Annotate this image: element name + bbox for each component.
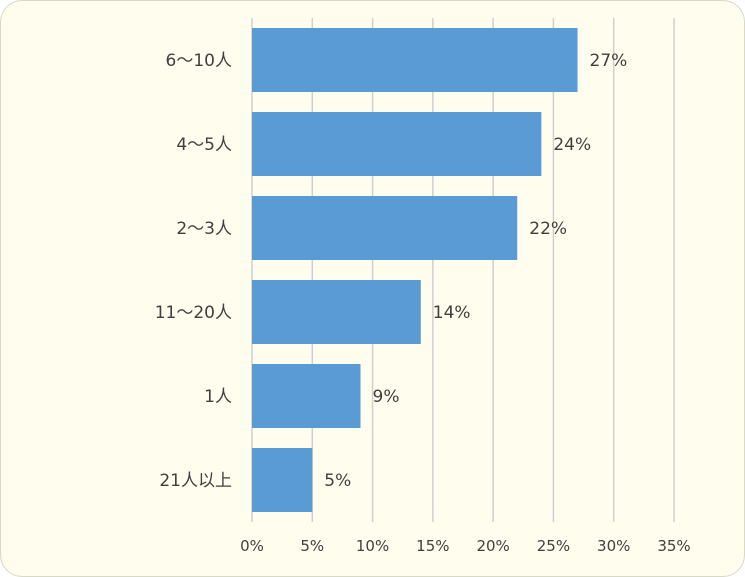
bar xyxy=(252,280,421,344)
bars xyxy=(252,28,578,512)
value-label: 9% xyxy=(373,387,400,407)
bar xyxy=(252,364,361,428)
bar xyxy=(252,448,313,512)
x-tick-label: 25% xyxy=(537,537,570,555)
category-label: 21人以上 xyxy=(159,471,232,491)
value-label: 27% xyxy=(590,51,628,71)
category-label: 6〜10人 xyxy=(166,51,232,71)
bar xyxy=(252,196,518,260)
category-label: 4〜5人 xyxy=(176,135,232,155)
value-label: 5% xyxy=(324,471,351,491)
value-label: 24% xyxy=(553,135,591,155)
category-label: 1人 xyxy=(204,387,232,407)
category-labels: 6〜10人 4〜5人 2〜3人 11〜20人 1人 21人以上 xyxy=(155,51,232,491)
x-tick-label: 15% xyxy=(416,537,449,555)
grid-lines xyxy=(251,18,675,522)
x-tick-label: 0% xyxy=(240,537,264,555)
bar xyxy=(252,28,578,92)
x-axis-tick-labels: 0% 5% 10% 15% 20% 25% 30% 35% xyxy=(240,537,691,555)
value-labels: 27% 24% 22% 14% 9% 5% xyxy=(324,51,627,491)
x-tick-label: 10% xyxy=(356,537,389,555)
value-label: 22% xyxy=(529,219,567,239)
bar xyxy=(252,112,542,176)
x-tick-label: 35% xyxy=(657,537,690,555)
x-tick-label: 20% xyxy=(476,537,509,555)
category-label: 2〜3人 xyxy=(176,219,232,239)
category-label: 11〜20人 xyxy=(155,303,232,323)
x-tick-label: 5% xyxy=(300,537,324,555)
value-label: 14% xyxy=(433,303,471,323)
x-tick-label: 30% xyxy=(597,537,630,555)
